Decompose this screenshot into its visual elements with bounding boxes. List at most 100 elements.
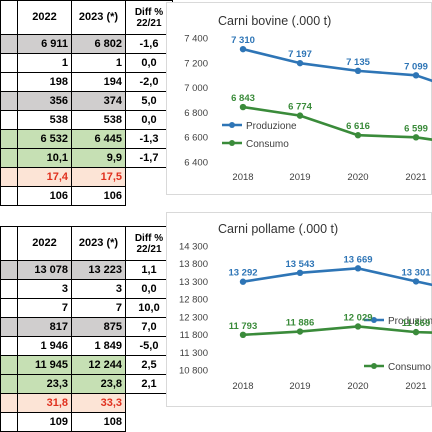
x-tick-label: 2018	[232, 172, 253, 183]
table-cell: 6 911	[17, 34, 72, 54]
chart-pollame: Carni pollame (.000 t) 10 800 11 300 11 800…	[166, 212, 432, 407]
table-row: 17,4 17,5	[0, 167, 173, 187]
table-cell: 10,1	[17, 148, 72, 168]
y-tick-label: 14 300	[179, 242, 208, 253]
table-row: 106 106	[0, 186, 173, 206]
data-label: 7 197	[288, 49, 312, 60]
table-cell	[0, 260, 18, 280]
table-row: 198 194 -2,0	[0, 72, 173, 92]
y-tick-label: 12 300	[179, 312, 208, 323]
table-cell	[0, 91, 18, 111]
table-cell: 23,3	[17, 374, 72, 394]
table-cell: 3	[71, 279, 126, 299]
y-tick-label: 11 300	[180, 348, 208, 359]
data-label: 11 869	[402, 318, 431, 329]
data-point	[239, 331, 247, 339]
table-cell	[125, 186, 173, 206]
table-cell	[0, 110, 18, 130]
data-label: 11 886	[286, 318, 315, 329]
chart-frame	[166, 212, 432, 407]
table-cell: 9,9	[71, 148, 126, 168]
data-point	[354, 67, 362, 75]
table-cell: 12 244	[71, 355, 126, 375]
chart-frame	[166, 2, 432, 195]
table-cell: 0,0	[125, 53, 173, 73]
data-label: 7 310	[231, 35, 255, 46]
table-cell: -1,6	[125, 34, 173, 54]
table-cell: 7	[17, 298, 72, 318]
chart-title: Carni pollame (.000 t)	[218, 222, 338, 236]
data-point	[412, 72, 420, 79]
table-row: 538 538 0,0	[0, 110, 173, 130]
y-tick-label: 13 800	[179, 259, 208, 270]
data-point	[296, 112, 304, 119]
table-cell: 108	[71, 412, 126, 432]
table-row: 6 532 6 445 -1,3	[0, 129, 173, 149]
table-cell: 13 223	[71, 260, 126, 280]
data-point	[412, 328, 420, 336]
table-row: 31,8 33,3	[0, 393, 173, 413]
data-point	[239, 103, 247, 111]
y-tick-label: 13 300	[179, 277, 208, 288]
legend-label: Produzione	[246, 121, 297, 132]
data-point	[354, 132, 362, 139]
table-cell: 6 445	[71, 129, 126, 149]
data-point	[296, 328, 304, 335]
legend-label: Consumo	[388, 362, 431, 373]
table-row: 1 946 1 849 -5,0	[0, 336, 173, 356]
table-cell	[0, 279, 18, 299]
y-tick-label: 6 400	[184, 158, 208, 169]
table-cell: 356	[17, 91, 72, 111]
table-cell: 374	[71, 91, 126, 111]
table-cell	[0, 167, 18, 187]
data-label: 6 843	[231, 93, 255, 104]
table-row: 13 078 13 223 1,1	[0, 260, 173, 280]
table-row: 6 911 6 802 -1,6	[0, 34, 173, 54]
data-label: 7 099	[404, 61, 428, 72]
table-row: 10,1 9,9 -1,7	[0, 148, 173, 168]
data-label: 11 793	[229, 321, 258, 332]
table-row: 817 875 7,0	[0, 317, 173, 337]
table-cell	[125, 167, 173, 187]
x-tick-label: 2020	[347, 172, 368, 183]
table-cell	[0, 186, 18, 206]
table-cell: 1	[17, 53, 72, 73]
y-tick-label: 7 200	[184, 58, 208, 69]
y-tick-label: 10 800	[179, 366, 208, 377]
data-label: 7 135	[346, 57, 370, 68]
table-pollame: 2022 2023 (*) Diff % 22/21 13 078 13 223 1,1 3…	[0, 226, 173, 432]
data-point	[354, 323, 362, 330]
table-cell: 3	[17, 279, 72, 299]
x-tick-label: 2019	[289, 381, 310, 392]
table-cell: 2,1	[125, 374, 173, 394]
table-cell	[0, 412, 18, 432]
data-point	[296, 269, 304, 277]
table-cell	[0, 393, 18, 413]
table-cell: 106	[17, 186, 72, 206]
table-cell: 13 078	[17, 260, 72, 280]
table-cell: 17,4	[17, 167, 72, 187]
table-cell: 538	[17, 110, 72, 130]
table-cell	[0, 298, 18, 318]
data-label: 13 292	[228, 268, 257, 279]
table-cell: 538	[71, 110, 126, 130]
table-header-cell: 2023 (*)	[71, 0, 126, 35]
table-cell: 109	[17, 412, 72, 432]
table-cell: 106	[71, 186, 126, 206]
table-cell: -1,3	[125, 129, 173, 149]
data-point	[412, 134, 420, 141]
table-cell: 11 945	[17, 355, 72, 375]
y-tick-label: 7 000	[184, 83, 208, 94]
legend-marker	[229, 140, 235, 146]
legend-marker	[371, 317, 377, 323]
table-cell	[0, 355, 18, 375]
table-cell: 198	[17, 72, 72, 92]
x-tick-label: 2020	[347, 381, 368, 392]
data-point	[239, 45, 247, 53]
table-cell	[125, 393, 173, 413]
table-row: 1 1 0,0	[0, 53, 173, 73]
table-cell: -5,0	[125, 336, 173, 356]
data-point	[412, 278, 420, 285]
table-row: 356 374 5,0	[0, 91, 173, 111]
x-tick-label: 2018	[232, 381, 253, 392]
